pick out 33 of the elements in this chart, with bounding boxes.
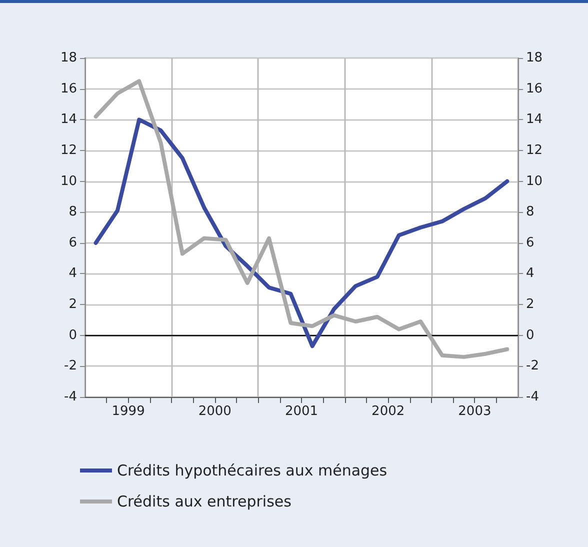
x-tick-label: 1999 [112, 404, 145, 419]
y-tick-label: 0 [68, 328, 77, 343]
y-tick-label: 18 [60, 50, 77, 66]
y2-tick-label: 16 [526, 81, 543, 96]
y2-tick-label: 18 [526, 50, 543, 66]
y-tick-label: 8 [68, 204, 77, 220]
y-tick-label: 14 [60, 112, 77, 128]
y2-tick-label: 14 [526, 112, 543, 128]
y2-tick-label: 8 [526, 204, 534, 220]
y-tick-label: 6 [68, 235, 77, 250]
y2-tick-label: 6 [526, 235, 534, 250]
x-tick-label: 2003 [458, 404, 492, 419]
y2-tick-label: 2 [526, 297, 534, 312]
y-tick-label: 2 [68, 297, 77, 312]
y-tick-label: 16 [60, 81, 77, 96]
y2-tick-label: -2 [526, 358, 539, 374]
y2-tick-label: 10 [526, 174, 543, 189]
x-tick-label: 2001 [284, 404, 318, 419]
y-tick-label: 10 [60, 174, 77, 189]
y-tick-label: 12 [60, 142, 77, 158]
line-series [94, 118, 510, 348]
y2-tick-label: 0 [526, 328, 534, 343]
x-tick-label: 2000 [198, 404, 232, 419]
y-tick-label: 4 [68, 266, 77, 282]
y2-tick-label: 12 [526, 142, 543, 158]
y-tick-label: -4 [64, 390, 77, 404]
legend-label: Crédits hypothécaires aux ménages [117, 462, 388, 480]
line-series [94, 79, 510, 359]
y2-tick-label: 4 [526, 266, 534, 282]
x-tick-label: 2002 [372, 404, 405, 419]
y2-tick-label: -4 [526, 390, 539, 404]
y-tick-label: -2 [64, 358, 77, 374]
legend-label: Crédits aux entreprises [117, 492, 292, 510]
